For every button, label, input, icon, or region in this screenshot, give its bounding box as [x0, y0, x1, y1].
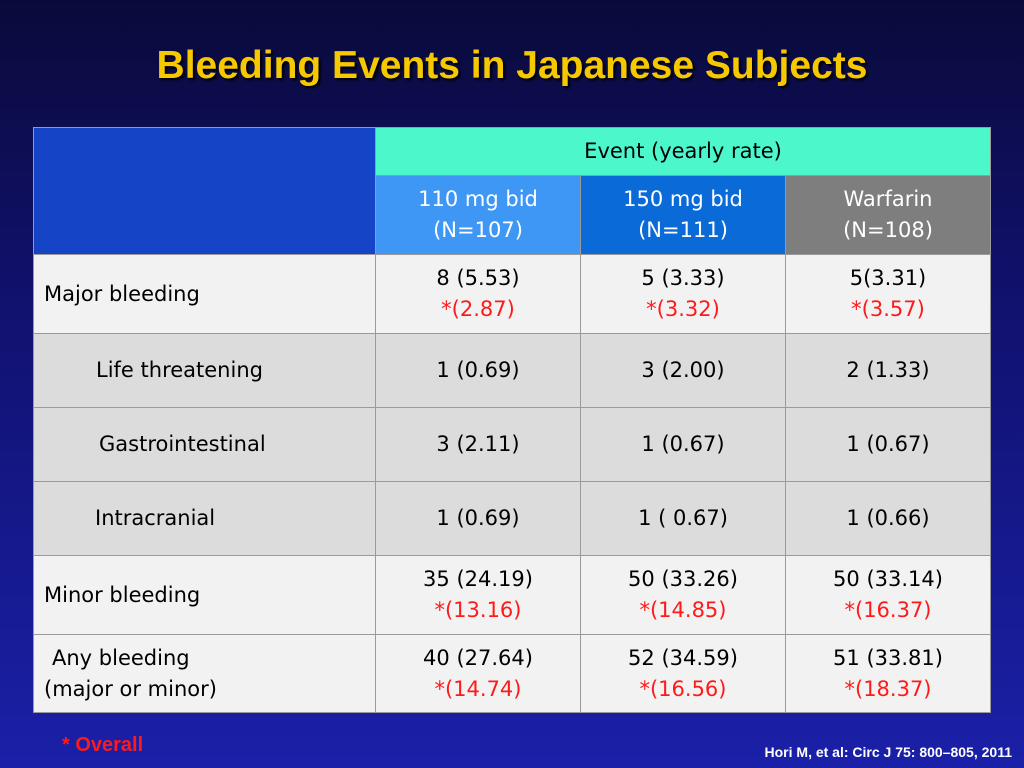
cell-overall-value: *(18.37): [844, 676, 932, 701]
column-header-110mg: 110 mg bid (N=107): [375, 175, 581, 255]
table-cell: 1 (0.66): [784, 481, 992, 556]
cell-overall-value: *(3.32): [646, 297, 720, 321]
cell-value: 51 (33.81): [833, 645, 943, 670]
cell-overall-value: *(3.57): [851, 297, 925, 321]
cell-value: 35 (24.19): [423, 567, 533, 591]
cell-value: 5 (3.33): [641, 266, 725, 290]
row-label: Major bleeding: [33, 254, 376, 334]
column-header-line1: Warfarin: [843, 187, 933, 211]
table-cell: 5 (3.33) *(3.32): [580, 254, 786, 334]
table-cell: 1 (0.67): [580, 407, 786, 482]
row-label-line2: (major or minor): [44, 676, 217, 701]
cell-value: 50 (33.14): [833, 567, 943, 591]
column-header-warfarin: Warfarin (N=108): [784, 175, 992, 255]
column-header-line1: 110 mg bid: [418, 187, 538, 211]
table-cell: 5(3.31) *(3.57): [784, 254, 992, 334]
column-header-line1: 150 mg bid: [623, 187, 743, 211]
row-label-line1: Any bleeding: [52, 645, 190, 670]
row-label: Life threatening: [33, 333, 376, 408]
row-label: Minor bleeding: [33, 555, 376, 635]
table-cell: 50 (33.26) *(14.85): [580, 555, 786, 635]
row-label: Any bleeding (major or minor): [33, 634, 376, 713]
cell-value: 5(3.31): [849, 266, 927, 290]
table-row-life-threatening: Life threatening 1 (0.69) 3 (2.00) 2 (1.…: [33, 333, 992, 408]
table-cell: 40 (27.64) *(14.74): [375, 634, 581, 713]
cell-overall-value: *(14.74): [434, 676, 522, 701]
table-cell: 50 (33.14) *(16.37): [784, 555, 992, 635]
table-row-intracranial: Intracranial 1 (0.69) 1 ( 0.67) 1 (0.66): [33, 481, 992, 556]
table-cell: 1 (0.67): [784, 407, 992, 482]
table-cell: 8 (5.53) *(2.87): [375, 254, 581, 334]
table-cell: 2 (1.33): [784, 333, 992, 408]
cell-overall-value: *(16.56): [639, 676, 727, 701]
table-row-gastrointestinal: Gastrointestinal 3 (2.11) 1 (0.67) 1 (0.…: [33, 407, 992, 482]
table-row-major-bleeding: Major bleeding 8 (5.53) *(2.87) 5 (3.33)…: [33, 254, 992, 334]
overall-footnote: * Overall: [62, 734, 144, 756]
event-group-header: Event (yearly rate): [374, 127, 992, 176]
table-row-any-bleeding: Any bleeding (major or minor) 40 (27.64)…: [33, 634, 992, 713]
column-header-line2: (N=107): [433, 218, 523, 242]
cell-overall-value: *(16.37): [844, 598, 932, 622]
table-cell: 3 (2.00): [580, 333, 786, 408]
table-cell: 3 (2.11): [375, 407, 581, 482]
cell-value: 50 (33.26): [628, 567, 738, 591]
cell-overall-value: *(2.87): [441, 297, 515, 321]
column-header-line2: (N=108): [843, 218, 933, 242]
cell-value: 52 (34.59): [628, 645, 738, 670]
row-label: Intracranial: [33, 481, 376, 556]
column-header-line2: (N=111): [638, 218, 728, 242]
table-cell: 1 (0.69): [375, 333, 581, 408]
table-row-minor-bleeding: Minor bleeding 35 (24.19) *(13.16) 50 (3…: [33, 555, 992, 635]
cell-overall-value: *(14.85): [639, 598, 727, 622]
table-cell: 35 (24.19) *(13.16): [375, 555, 581, 635]
column-header-150mg: 150 mg bid (N=111): [580, 175, 786, 255]
citation: Hori M, et al: Circ J 75: 800–805, 2011: [764, 744, 1012, 760]
table-cell: 52 (34.59) *(16.56): [580, 634, 786, 713]
row-label: Gastrointestinal: [33, 407, 376, 482]
table-cell: 1 (0.69): [375, 481, 581, 556]
cell-value: 8 (5.53): [436, 266, 520, 290]
cell-overall-value: *(13.16): [434, 598, 522, 622]
slide-title: Bleeding Events in Japanese Subjects: [156, 44, 868, 87]
table-corner-cell: [33, 127, 376, 255]
cell-value: 40 (27.64): [423, 645, 533, 670]
table-cell: 1 ( 0.67): [580, 481, 786, 556]
bleeding-events-table: Event (yearly rate) 110 mg bid (N=107) 1…: [33, 127, 992, 713]
table-cell: 51 (33.81) *(18.37): [784, 634, 992, 713]
